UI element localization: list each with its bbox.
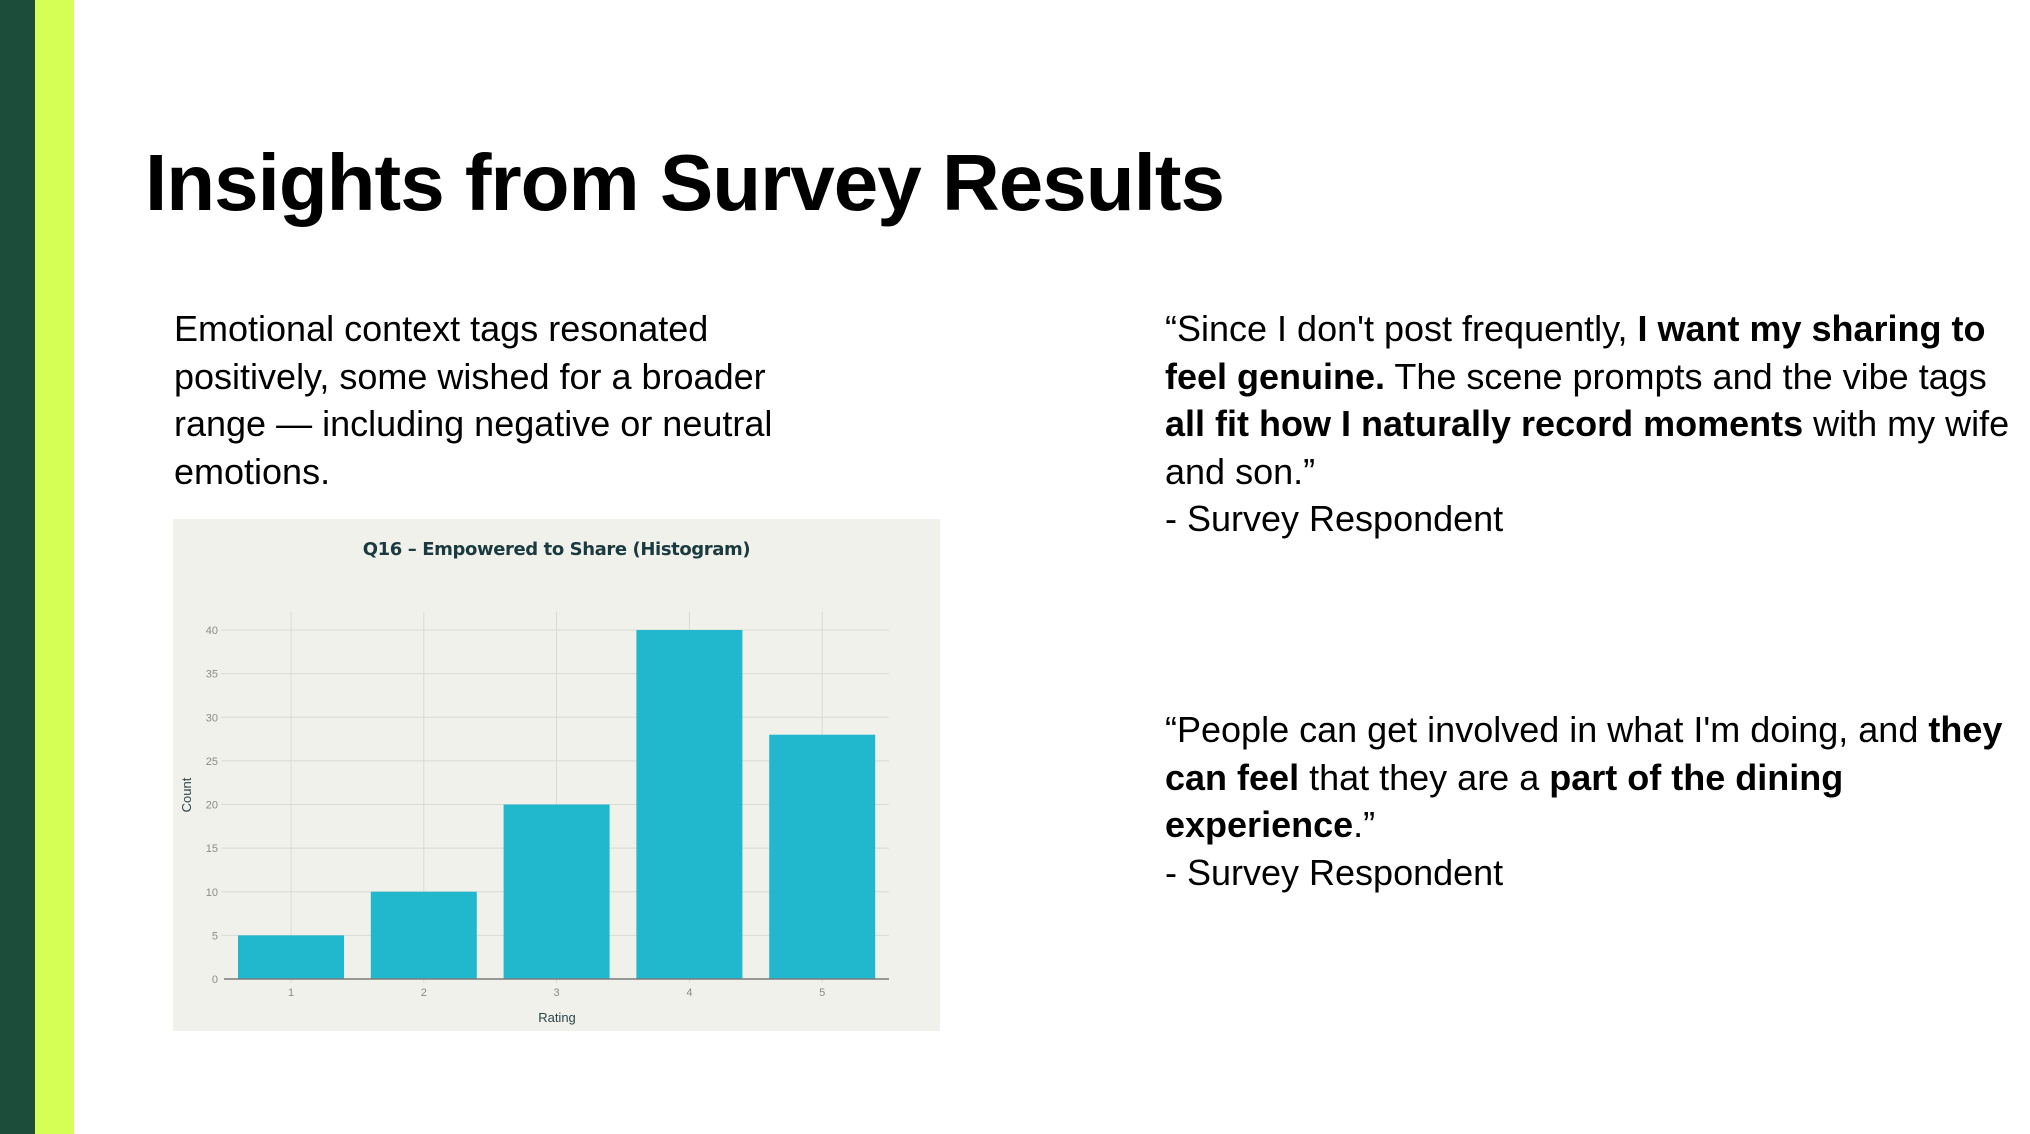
chart-plot: 0 5 10 15 20 25 30 35 40 1 2 3 4 5 Rating Count [179,612,889,1025]
quote-segment: that they are a [1299,756,1550,798]
y-tick-label: 15 [206,843,218,855]
quote-text: “People can get involved in what I'm doi… [1165,709,2002,845]
x-tick-label: 5 [819,987,825,999]
histogram-bar [636,630,743,979]
y-tick-label: 0 [212,974,218,986]
quote-emphasis: part of the dining experience [1165,756,1844,846]
y-tick-label: 40 [206,625,218,637]
chart-title: Q16 – Empowered to Share (Histogram) [362,539,751,560]
x-tick-label: 1 [288,987,294,999]
y-tick-label: 20 [206,800,218,812]
histogram-bar [503,804,610,979]
y-tick-label: 35 [206,669,218,681]
y-tick-label: 25 [206,756,218,768]
quote-segment: “People can get involved in what I'm doi… [1165,709,1929,750]
quote-emphasis: they can feel [1165,709,2003,798]
accent-stripe-lime [35,0,74,1134]
quote-2: “People can get involved in what I'm doi… [1165,706,2025,896]
y-tick-label: 10 [206,887,218,899]
quote-emphasis: all fit how I naturally record moments [1165,403,1804,444]
quote-attribution: - Survey Respondent [1165,851,1504,893]
summary-text: Emotional context tags resonated positiv… [174,308,773,492]
accent-stripe-dark [0,0,35,1134]
x-axis-title: Rating [538,1010,576,1025]
histogram-bar [238,935,344,979]
quote-text: “Since I don't post frequently, I want m… [1165,308,2009,492]
quote-1: “Since I don't post frequently, I want m… [1165,305,2025,543]
y-tick-label: 30 [206,712,218,724]
quote-attribution: - Survey Respondent [1165,498,1504,539]
histogram-chart: Q16 – Empowered to Share (Histogram) 0 5 1… [173,519,940,1031]
y-axis-title: Count [179,777,194,812]
y-tick-label: 5 [212,930,218,942]
quote-segment: .” [1353,804,1376,845]
slide-title: Insights from Survey Results [145,138,1225,227]
histogram-bar [370,891,477,979]
quote-emphasis: I want my sharing to feel genuine. [1165,308,1986,397]
x-tick-label: 3 [554,987,560,999]
x-tick-label: 2 [421,987,427,999]
quote-segment: The scene prompts and the vibe tags [1385,355,1987,397]
x-tick-label: 4 [686,987,692,999]
quote-segment: “Since I don't post frequently, [1165,308,1638,349]
quote-segment: with my wife and son.” [1165,403,2010,492]
histogram-bar [769,734,876,979]
